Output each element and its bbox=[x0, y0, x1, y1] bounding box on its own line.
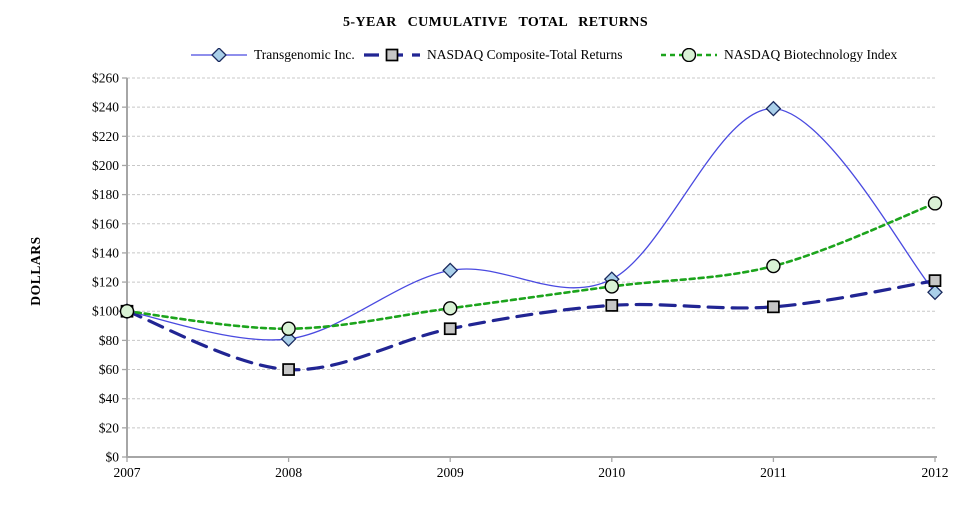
x-tick-label: 2007 bbox=[114, 465, 141, 480]
series-2-markers bbox=[119, 196, 943, 336]
y-tick-label: $140 bbox=[92, 245, 119, 260]
y-tick-labels: $0 $20 $40 $60 $80 $100 $120 $140 $160 $180 $200 $2… bbox=[92, 71, 119, 465]
y-tick-label: $0 bbox=[106, 450, 120, 465]
legend-item-nasdaq-biotech: NASDAQ Biotechnology Index bbox=[660, 47, 897, 63]
series-1 bbox=[120, 274, 942, 376]
y-tick-label: $200 bbox=[92, 158, 119, 173]
legend-label: Transgenomic Inc. bbox=[254, 47, 355, 62]
x-tick-label: 2010 bbox=[598, 465, 625, 480]
x-tick-label: 2008 bbox=[275, 465, 302, 480]
y-tick-label: $220 bbox=[92, 129, 119, 144]
y-tick-label: $260 bbox=[92, 71, 119, 86]
chart-title: 5-YEAR CUMULATIVE TOTAL RETURNS bbox=[342, 15, 649, 30]
y-tick-label: $20 bbox=[99, 420, 120, 435]
series-2 bbox=[119, 196, 943, 336]
y-tick-label: $80 bbox=[99, 333, 120, 348]
legend-swatch-line-diamond-icon bbox=[191, 48, 247, 62]
y-tick-label: $240 bbox=[92, 100, 119, 115]
legend-item-transgenomic: Transgenomic Inc. bbox=[190, 47, 355, 63]
x-tick-label: 2011 bbox=[760, 465, 787, 480]
y-tick-label: $120 bbox=[92, 275, 119, 290]
legend-item-nasdaq-composite: NASDAQ Composite-Total Returns bbox=[363, 47, 623, 63]
legend-label: NASDAQ Biotechnology Index bbox=[724, 47, 898, 62]
y-tick-label: $40 bbox=[99, 391, 120, 406]
y-tick-label: $100 bbox=[92, 304, 119, 319]
legend-swatch-line-circle-icon bbox=[661, 48, 717, 62]
legend-swatch-line-square-icon bbox=[364, 48, 420, 62]
y-tick-label: $60 bbox=[99, 362, 120, 377]
legend: Transgenomic Inc. NASDAQ Composite-Total… bbox=[0, 47, 961, 67]
x-tick-label: 2012 bbox=[922, 465, 949, 480]
tick-marks bbox=[122, 77, 936, 462]
x-tick-labels: 2007 2008 2009 2010 2011 2012 bbox=[114, 465, 949, 480]
y-tick-label: $160 bbox=[92, 216, 119, 231]
x-tick-label: 2009 bbox=[437, 465, 464, 480]
y-tick-label: $180 bbox=[92, 187, 119, 202]
axes bbox=[126, 78, 937, 458]
legend-label: NASDAQ Composite-Total Returns bbox=[427, 47, 623, 62]
